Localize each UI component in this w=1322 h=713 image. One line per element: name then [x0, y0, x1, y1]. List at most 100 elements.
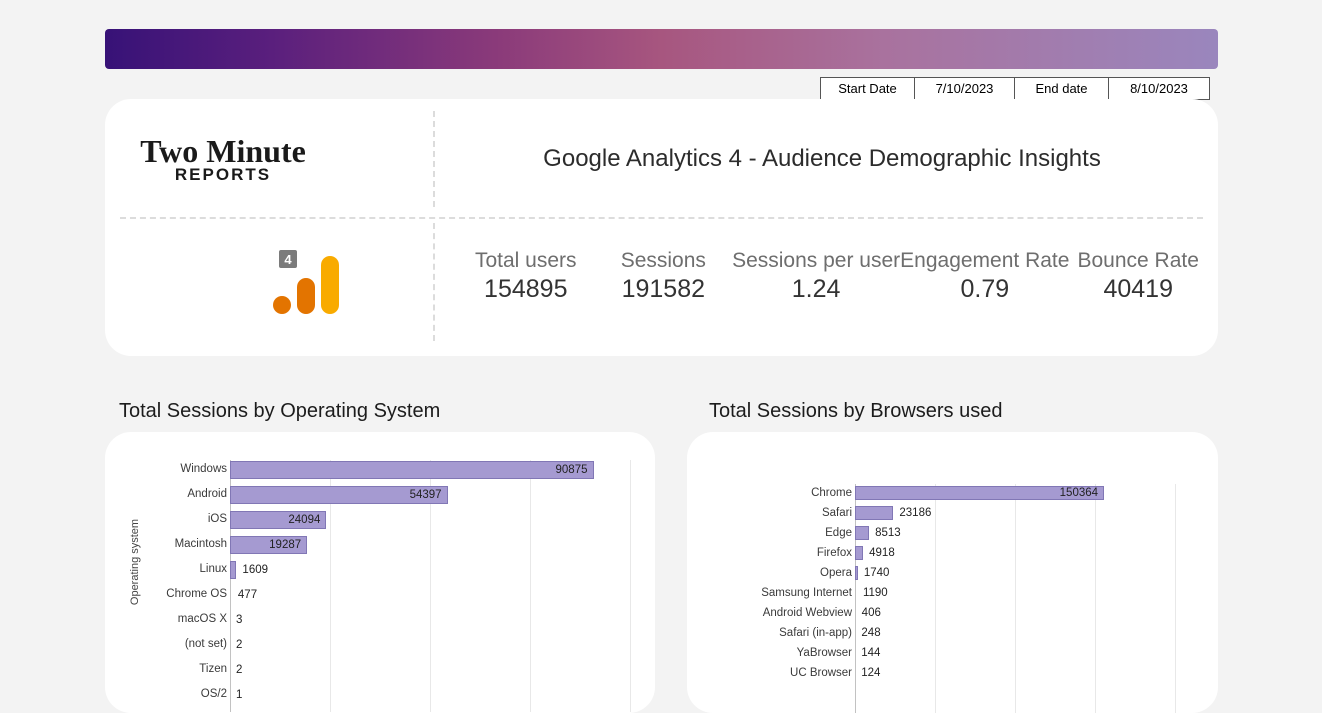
metric-value: 154895 — [457, 275, 595, 304]
chart-row: Chrome OS 477 — [105, 585, 655, 605]
row-label: YaBrowser — [687, 647, 852, 659]
row-label: Android — [105, 488, 227, 500]
chart-row: iOS 24094 — [105, 510, 655, 530]
bar-value: 54397 — [410, 489, 442, 501]
bar-value: 8513 — [875, 527, 901, 539]
metric-sessions: Sessions 191582 — [595, 249, 733, 304]
chart-row: Samsung Internet 1190 — [687, 584, 1218, 604]
chart-row: Android 54397 — [105, 485, 655, 505]
summary-card: Two Minute REPORTS Google Analytics 4 - … — [105, 99, 1218, 356]
row-label: Chrome OS — [105, 588, 227, 600]
metric-value: 40419 — [1069, 275, 1207, 304]
chart-row: Tizen 2 — [105, 660, 655, 680]
date-range-panel: Start Date 7/10/2023 End date 8/10/2023 — [820, 77, 1210, 100]
row-label: Safari — [687, 507, 852, 519]
chart-row: Linux 1609 — [105, 560, 655, 580]
bar-value: 2 — [236, 664, 242, 676]
bar-value: 4918 — [869, 547, 895, 559]
header-gradient-banner — [105, 29, 1218, 69]
chart-row: (not set) 2 — [105, 635, 655, 655]
chart-row: Safari (in-app) 248 — [687, 624, 1218, 644]
chart-row: YaBrowser 144 — [687, 644, 1218, 664]
chart-row: Macintosh 19287 — [105, 535, 655, 555]
row-label: iOS — [105, 513, 227, 525]
metric-engagement-rate: Engagement Rate 0.79 — [900, 249, 1069, 304]
bar-value: 150364 — [1060, 487, 1098, 499]
bar — [230, 561, 236, 579]
chart-row: Firefox4918 — [687, 544, 1218, 564]
start-date-value: 7/10/2023 — [915, 78, 1015, 99]
row-label: Linux — [105, 563, 227, 575]
bar-value: 248 — [861, 627, 880, 639]
bar-value: 144 — [861, 647, 880, 659]
row-label: Tizen — [105, 663, 227, 675]
row-label: Opera — [687, 567, 852, 579]
chart-row: Safari 23186 — [687, 504, 1218, 524]
browser-panel-title: Total Sessions by Browsers used — [709, 400, 1002, 423]
bar-value: 23186 — [899, 507, 931, 519]
chart-row: UC Browser 124 — [687, 664, 1218, 684]
bar-value: 3 — [236, 614, 242, 626]
bar — [855, 546, 863, 560]
metric-value: 1.24 — [732, 275, 900, 304]
row-label: Android Webview — [687, 607, 852, 619]
metric-label: Sessions per user — [732, 249, 900, 273]
bar-value: 1190 — [863, 587, 888, 599]
row-label: UC Browser — [687, 667, 852, 679]
two-minute-reports-logo: Two Minute REPORTS — [128, 135, 318, 185]
end-date-label: End date — [1015, 78, 1109, 99]
row-label: Safari (in-app) — [687, 627, 852, 639]
start-date-label: Start Date — [821, 78, 915, 99]
logo-text-1: Two Minute — [128, 135, 318, 167]
row-label: Chrome — [687, 487, 852, 499]
row-label: Windows — [105, 463, 227, 475]
os-chart: Operating system Windows90875Android5439… — [105, 432, 655, 713]
metrics-row: Total users 154895 Sessions 191582 Sessi… — [457, 249, 1207, 304]
bar — [855, 506, 893, 520]
os-panel-title: Total Sessions by Operating System — [119, 400, 440, 423]
metric-label: Sessions — [595, 249, 733, 273]
bar — [230, 461, 594, 479]
bar-value: 1609 — [242, 564, 268, 576]
bar-value: 1 — [236, 689, 242, 701]
bar-value: 19287 — [269, 539, 301, 551]
bar-value: 406 — [862, 607, 881, 619]
metric-bounce-rate: Bounce Rate 40419 — [1069, 249, 1207, 304]
row-label: (not set) — [105, 638, 227, 650]
v-divider-top — [433, 111, 435, 207]
bar-value: 1740 — [864, 567, 890, 579]
bar-value: 477 — [238, 589, 257, 601]
chart-row: Android Webview 406 — [687, 604, 1218, 624]
chart-row: Edge 8513 — [687, 524, 1218, 544]
metric-value: 0.79 — [900, 275, 1069, 304]
metric-total-users: Total users 154895 — [457, 249, 595, 304]
metric-label: Total users — [457, 249, 595, 273]
chart-row: Chrome 150364 — [687, 484, 1218, 504]
bar — [855, 526, 869, 540]
bar-value: 124 — [861, 667, 880, 679]
chart-row: OS/2 1 — [105, 685, 655, 705]
card-top-row: Two Minute REPORTS Google Analytics 4 - … — [105, 99, 1218, 217]
row-label: Edge — [687, 527, 852, 539]
bar-value: 90875 — [556, 464, 588, 476]
row-label: OS/2 — [105, 688, 227, 700]
end-date-value: 8/10/2023 — [1109, 78, 1209, 99]
svg-text:4: 4 — [284, 252, 292, 267]
bar-value: 24094 — [288, 514, 320, 526]
metric-value: 191582 — [595, 275, 733, 304]
chart-row: macOS X3 — [105, 610, 655, 630]
os-chart-card: Operating system Windows90875Android5439… — [105, 432, 655, 713]
bar-value: 2 — [236, 639, 242, 651]
row-label: Macintosh — [105, 538, 227, 550]
v-divider-bottom — [433, 223, 435, 341]
metric-sessions-per-user: Sessions per user 1.24 — [732, 249, 900, 304]
metric-label: Engagement Rate — [900, 249, 1069, 273]
report-title: Google Analytics 4 - Audience Demographi… — [457, 145, 1187, 173]
chart-row: Windows 90875 — [105, 460, 655, 480]
bar — [855, 566, 858, 580]
chart-row: Opera 1740 — [687, 564, 1218, 584]
row-label: Samsung Internet — [687, 587, 852, 599]
ga4-logo-icon: 4 — [265, 256, 353, 325]
browser-chart-card: Chrome 150364 Safari 23186 Edge 8513 Firefox49… — [687, 432, 1218, 713]
browser-chart: Chrome 150364 Safari 23186 Edge 8513 Firefox49… — [687, 432, 1218, 713]
